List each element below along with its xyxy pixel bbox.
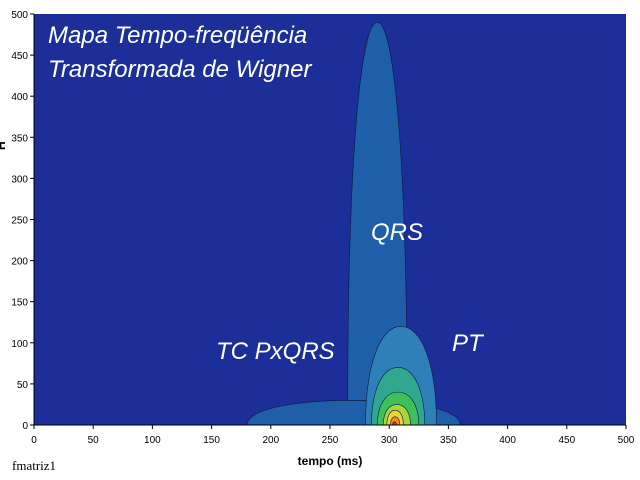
x-tick-label-100: 100 <box>144 435 161 446</box>
x-tick-label-50: 50 <box>88 435 100 446</box>
y-tick-label-0: 0 <box>22 421 28 432</box>
plot-background <box>34 14 626 425</box>
footer-label: fmatriz1 <box>12 458 57 473</box>
axes: 0 50 100 150 200 250 300 350 400 450 500 0 50 100 150 2… <box>11 10 634 468</box>
x-tick-label-350: 350 <box>440 435 457 446</box>
y-tick-label-300: 300 <box>11 174 28 185</box>
chart-title-line-1: Mapa Tempo-freqüência <box>48 22 308 49</box>
x-tick-label-250: 250 <box>322 435 339 446</box>
y-tick-label-50: 50 <box>17 380 29 391</box>
x-tick-label-300: 300 <box>381 435 398 446</box>
y-tick-label-400: 400 <box>11 92 28 103</box>
annotation-pt: PT <box>452 330 483 357</box>
y-tick-label-250: 250 <box>11 216 28 227</box>
x-tick-label-400: 400 <box>499 435 516 446</box>
y-tick-label-200: 200 <box>11 257 28 268</box>
y-tick-label-350: 350 <box>11 133 28 144</box>
annotation-qrs: QRS <box>371 219 424 246</box>
x-tick-label-0: 0 <box>31 435 37 446</box>
contour-region-1 <box>347 21 408 401</box>
y-tick-label-500: 500 <box>11 10 28 21</box>
x-tick-label-150: 150 <box>203 435 220 446</box>
y-axis-label: H <box>0 141 8 150</box>
x-tick-label-500: 500 <box>618 435 635 446</box>
contour-region-8 <box>392 421 397 426</box>
y-tick-label-450: 450 <box>11 51 28 62</box>
chart-title-line-2: Transformada de Wigner <box>48 56 312 83</box>
y-tick-label-150: 150 <box>11 298 28 309</box>
x-tick-label-450: 450 <box>558 435 575 446</box>
x-axis-label: tempo (ms) <box>298 454 363 468</box>
x-tick-label-200: 200 <box>262 435 279 446</box>
y-tick-label-100: 100 <box>11 339 28 350</box>
contour-layer <box>246 21 461 426</box>
annotation-tc-pxqrs: TC PxQRS <box>216 338 335 365</box>
